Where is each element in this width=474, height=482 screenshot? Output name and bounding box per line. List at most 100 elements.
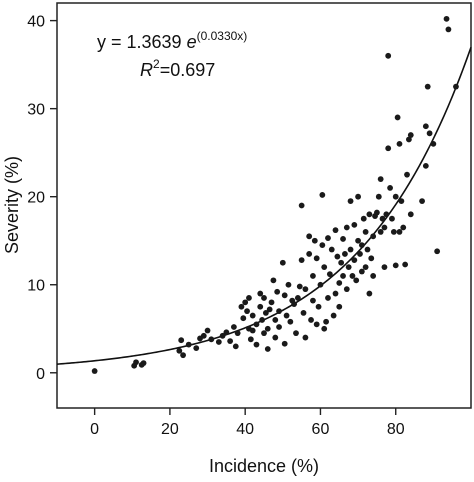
data-point [268,299,275,306]
data-point [404,171,410,178]
data-point [326,271,333,278]
data-point [238,303,245,310]
data-point [310,297,316,304]
data-point [357,251,363,257]
data-point [313,255,320,262]
data-point [291,301,298,308]
data-point [140,360,147,366]
y-tick-label: 10 [27,278,45,295]
equation-annotation: y = 1.3639 e(0.0330x) [97,29,247,52]
data-points [91,15,459,374]
data-point [298,257,305,263]
data-point [400,224,407,231]
data-point [340,273,346,279]
data-point [347,198,354,205]
data-point [332,227,339,234]
data-point [293,330,299,337]
data-point [276,324,282,330]
data-point [287,318,294,325]
data-point [285,281,292,288]
data-point [336,280,343,286]
equation-exponent: (0.0330x) [197,29,248,43]
data-point [281,340,288,347]
y-tick-label: 0 [36,366,45,383]
data-point [325,295,331,301]
data-point [419,198,425,205]
data-point [387,184,393,191]
data-point [422,162,429,169]
data-point [279,259,286,266]
data-point [366,290,373,297]
data-point [300,310,307,316]
data-point [325,235,331,241]
data-point [234,330,241,337]
data-point [259,317,266,323]
data-point [377,229,384,235]
data-point [253,341,260,348]
data-point [330,312,337,319]
x-axis-title: Incidence (%) [209,456,319,476]
data-point [343,286,350,293]
data-point [257,303,264,310]
x-tick-label: 40 [236,421,254,438]
data-point [424,83,431,90]
data-point [360,215,367,222]
data-point [351,221,358,228]
data-point [323,318,329,325]
data-point [232,343,239,350]
data-point [385,145,392,152]
data-point [262,310,269,316]
data-point [340,236,346,242]
data-point [383,211,390,218]
data-point [351,257,358,263]
data-point [377,176,384,182]
data-point [358,242,365,249]
data-point [240,315,247,322]
data-point [308,317,314,323]
data-point [178,337,185,344]
data-point [272,334,279,341]
equation-prefix: y = 1.3639 [97,32,187,52]
data-point [91,368,98,374]
data-point [185,341,192,348]
data-point [247,336,254,343]
data-point [407,132,414,138]
data-point [302,286,309,293]
data-point [306,233,313,240]
x-tick-label: 20 [161,421,179,438]
data-point [328,246,335,253]
y-tick-label: 40 [27,14,45,31]
data-point [338,259,345,266]
r-squared-power: 2 [153,57,160,71]
data-point [402,261,409,268]
data-point [379,215,386,222]
data-point [453,83,459,90]
data-point [381,224,388,231]
y-axis: 0 10 20 30 40 [27,14,57,383]
data-point [200,332,207,339]
data-point [374,209,380,216]
equation-base: e [187,32,197,52]
data-point [283,312,290,319]
data-point [193,345,200,352]
data-point [310,273,316,279]
data-point [362,229,369,235]
data-point [253,321,260,328]
data-point [274,288,281,295]
data-point [298,202,305,209]
data-point [390,229,397,235]
data-point [368,255,375,262]
data-point [445,26,452,33]
data-point [407,211,414,218]
data-point [349,273,356,279]
data-point [355,193,361,200]
data-point [246,295,252,301]
x-tick-label: 60 [312,421,330,438]
x-tick-label: 0 [90,421,99,438]
data-point [370,273,377,279]
data-point [311,237,318,244]
r-squared-annotation: R2=0.697 [140,57,215,80]
data-point [227,338,234,344]
data-point [208,336,215,343]
data-point [443,15,450,22]
